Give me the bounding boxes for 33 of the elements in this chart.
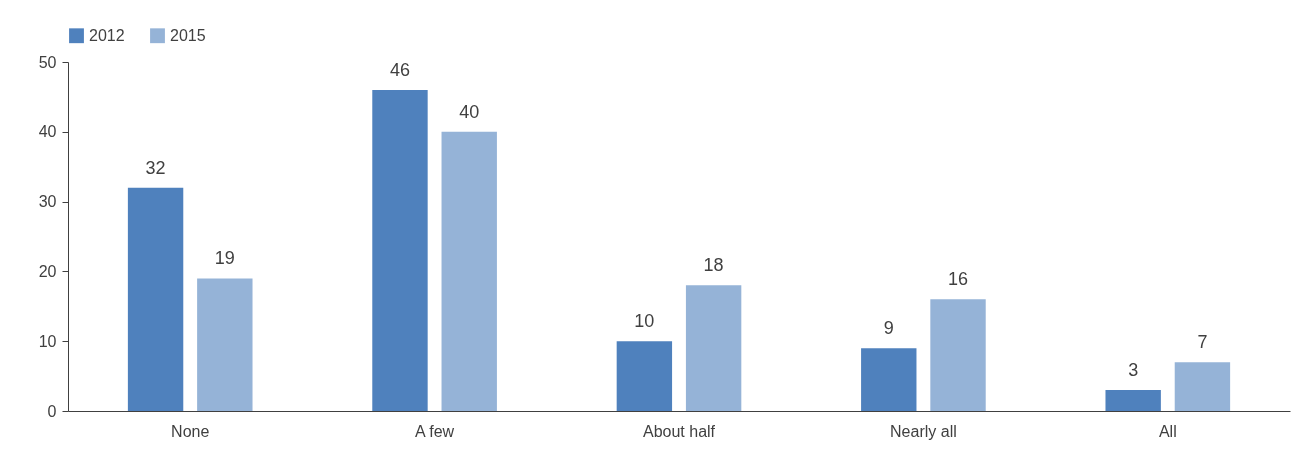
y-tick-label: 50	[38, 53, 57, 71]
x-tick-label: About half	[642, 422, 716, 440]
bar	[1174, 362, 1231, 411]
x-tick-label: Nearly all	[890, 422, 957, 440]
y-tick-label: 40	[38, 123, 57, 141]
x-tick-label: All	[1158, 422, 1177, 440]
x-tick-label: None	[171, 422, 210, 440]
data-label: 40	[459, 101, 480, 122]
data-label: 10	[634, 311, 655, 332]
y-tick-label: 10	[38, 332, 57, 350]
y-tick-label: 0	[47, 402, 57, 420]
bar	[861, 348, 917, 411]
data-label: 18	[703, 255, 724, 276]
data-label: 3	[1128, 360, 1139, 381]
data-label: 19	[214, 248, 235, 269]
bar	[616, 341, 673, 411]
bar	[127, 187, 184, 411]
data-label: 7	[1197, 332, 1208, 353]
data-label: 16	[948, 269, 969, 290]
legend-label: 2015	[170, 26, 206, 44]
bar	[197, 278, 253, 411]
bar	[1105, 390, 1161, 411]
data-label: 9	[883, 318, 894, 339]
bar	[372, 89, 428, 411]
legend-label: 2012	[89, 26, 125, 44]
bar	[441, 131, 497, 411]
x-tick-label: A few	[415, 422, 455, 440]
y-tick-label: 30	[38, 193, 57, 211]
bar	[685, 285, 742, 411]
bar	[930, 299, 986, 411]
data-label: 32	[145, 157, 166, 178]
y-tick-label: 20	[38, 262, 57, 280]
data-label: 46	[389, 59, 410, 80]
